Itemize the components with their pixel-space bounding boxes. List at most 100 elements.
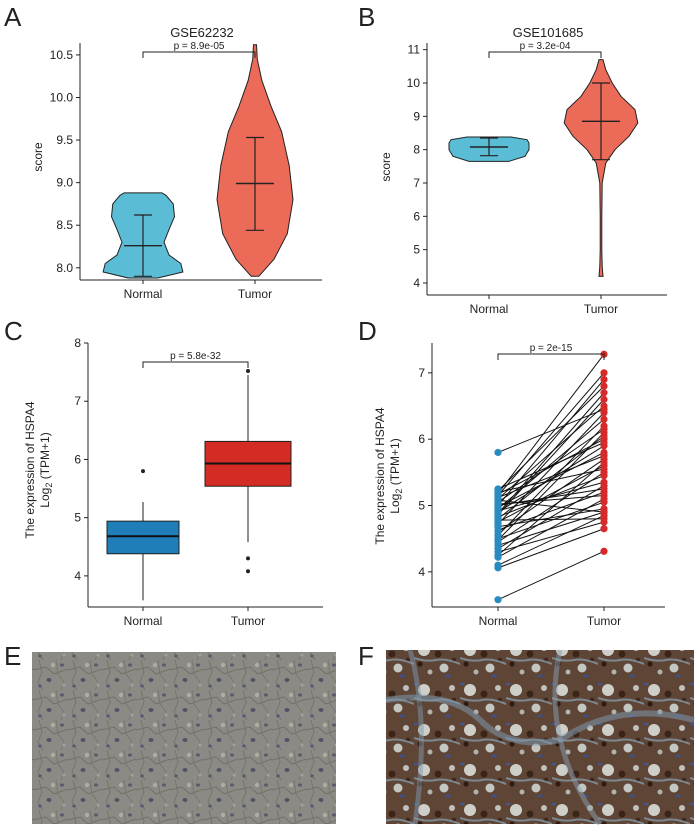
pair-line [497,399,605,516]
point-normal [494,509,502,518]
pair-line [497,488,605,507]
plot-area-b: 4 5 6 7 8 9 10 11 Normal Tumor p = 3.2e-04 [407,41,667,316]
point-tumor [600,438,608,447]
pair-line [497,465,605,523]
point-tumor [600,465,608,473]
pair-line [497,353,605,494]
y-axis-label-d: The expression of HSPA4 Log2 (TPM+1) [373,407,404,545]
panel-d: D The expression of HSPA4 Log2 (TPM+1) 4… [358,316,665,628]
pair-line [497,501,605,540]
y-tick-label-b: 11 [408,43,421,57]
pair-line [497,481,605,512]
point-normal [494,564,502,572]
point-tumor [600,547,608,555]
point-tumor [600,458,608,466]
outlier-tumor [246,569,250,574]
point-tumor [600,508,608,516]
box-normal [106,520,180,555]
x-tick-label-d-normal: Normal [479,614,518,628]
y-tick-label-c: 6 [74,452,81,466]
y-tick-label-d: 4 [418,565,425,579]
point-tumor [600,485,608,493]
violin-tumor [563,59,639,277]
y-tick-label-d: 6 [418,432,425,446]
pair-line [497,468,605,493]
pair-line [497,485,605,550]
y-axis-label-c-line1: The expression of HSPA4 [23,401,37,539]
pair-line [497,518,605,521]
y-tick-label-c: 5 [74,511,81,525]
outlier-tumor [246,556,250,561]
y-tick-label-a: 8.5 [56,218,73,232]
ihc-tumor-stroma-3 [552,649,603,826]
y-axis-label-c-line2: Log2 (TPM+1) [38,432,54,507]
point-normal [494,596,502,604]
p-value-label-d: p = 2e-15 [530,343,573,354]
x-tick-label-b-tumor: Tumor [584,302,618,316]
point-tumor [600,498,608,506]
panel-c: C The expression of HSPA4 Log2 (TPM+1) 4… [4,316,323,628]
y-tick-label-d: 7 [418,366,425,380]
y-tick-label-a: 8.0 [56,261,73,275]
panel-f: F [358,641,695,826]
pair-line [497,438,605,495]
pair-line [497,445,605,513]
pair-line [497,499,605,513]
y-axis-label-c: The expression of HSPA4 Log2 (TPM+1) [23,401,54,539]
p-value-bracket-c [142,361,249,368]
panel-b: B GSE101685 score 4 5 6 7 8 9 10 11 Normal Tumor p… [358,2,667,316]
y-tick-label-b: 4 [413,276,420,290]
p-value-label-b: p = 3.2e-04 [520,41,571,52]
outlier-tumor [246,368,250,373]
point-tumor [600,478,608,486]
panel-letter-d: D [358,316,377,346]
pair-line [497,435,605,520]
chart-title-b: GSE101685 [513,25,584,40]
point-normal [494,501,502,510]
x-tick-label-c-tumor: Tumor [231,614,265,628]
point-tumor [600,472,608,480]
plot-area-c: 4 5 6 7 8 Normal Tumor p = 5.8e-32 [74,336,323,628]
plot-area-d: 4 5 6 7 Normal Tumor p = 2e-15 [418,343,665,628]
y-axis-label-b: score [379,152,393,182]
point-tumor [600,415,608,423]
pair-line [497,515,605,566]
point-tumor [600,452,608,460]
p-value-label-a: p = 8.9e-05 [174,41,225,52]
pair-line [497,372,605,496]
ihc-tumor-stroma-1 [385,694,695,746]
panel-a: A GSE62232 score 8.0 8.5 9.0 9.5 10.0 10.5 Nor… [4,2,322,301]
panel-letter-a: A [4,2,22,32]
y-tick-label-c: 8 [74,336,81,350]
y-tick-label-c: 7 [74,394,81,408]
y-axis-label-a: score [31,142,45,172]
x-tick-label-a-normal: Normal [124,287,163,301]
pair-line [497,392,605,514]
pair-line [497,385,605,492]
point-normal [494,489,502,498]
pair-line [497,521,605,553]
y-tick-label-c: 4 [74,569,81,583]
pair-line [497,462,605,556]
y-tick-label-b: 8 [413,143,420,157]
ihc-tumor-stroma-2 [407,649,424,825]
p-value-label-c: p = 5.8e-32 [170,351,221,362]
pair-line [497,508,605,528]
x-tick-label-a-tumor: Tumor [238,287,272,301]
panel-letter-c: C [4,316,23,346]
point-tumor [600,525,608,533]
outlier-normal [141,469,145,474]
chart-title-a: GSE62232 [170,25,234,40]
y-tick-label-a: 10.0 [50,90,74,104]
pair-line [497,528,605,569]
y-tick-label-a: 9.0 [56,176,73,190]
panel-letter-f: F [358,641,374,671]
ihc-normal-image [32,652,336,824]
y-tick-label-b: 9 [413,109,420,123]
point-tumor [600,382,608,390]
point-tumor [600,375,608,384]
pair-line [497,451,605,508]
x-tick-label-c-normal: Normal [124,614,163,628]
point-tumor [600,491,608,500]
